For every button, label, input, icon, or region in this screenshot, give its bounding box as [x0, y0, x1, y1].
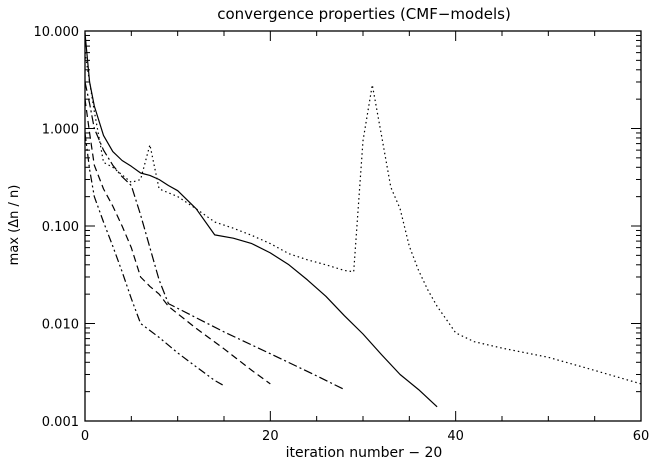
- series-line-solid: [84, 33, 438, 408]
- y-axis-label: max (Δn / n): [7, 185, 22, 266]
- x-tick-label: 20: [262, 429, 279, 444]
- chart-title: convergence properties (CMF−models): [217, 5, 511, 23]
- series-line-dash-dot-dot: [84, 132, 225, 387]
- series-group: [84, 33, 642, 408]
- series-line-dash-dot: [84, 81, 345, 391]
- y-tick-label: 1.000: [42, 123, 79, 138]
- y-tick-label: 10.000: [34, 25, 80, 40]
- plot-frame: [84, 30, 642, 422]
- series-line-dashed: [84, 99, 271, 385]
- y-tick-label: 0.100: [42, 220, 79, 235]
- x-tick-label: 60: [633, 429, 650, 444]
- x-axis-label: iteration number − 20: [286, 445, 443, 461]
- x-tick-label: 40: [447, 429, 464, 444]
- series-line-dotted: [84, 52, 642, 385]
- x-tick-label: 0: [81, 429, 89, 444]
- y-tick-label: 0.010: [42, 318, 79, 333]
- axis-ticks: [84, 30, 642, 422]
- axis-tick-labels: 0 20 40 60 0.001 0.010 0.100 1.000 10.000: [34, 25, 650, 444]
- y-tick-label: 0.001: [42, 415, 79, 430]
